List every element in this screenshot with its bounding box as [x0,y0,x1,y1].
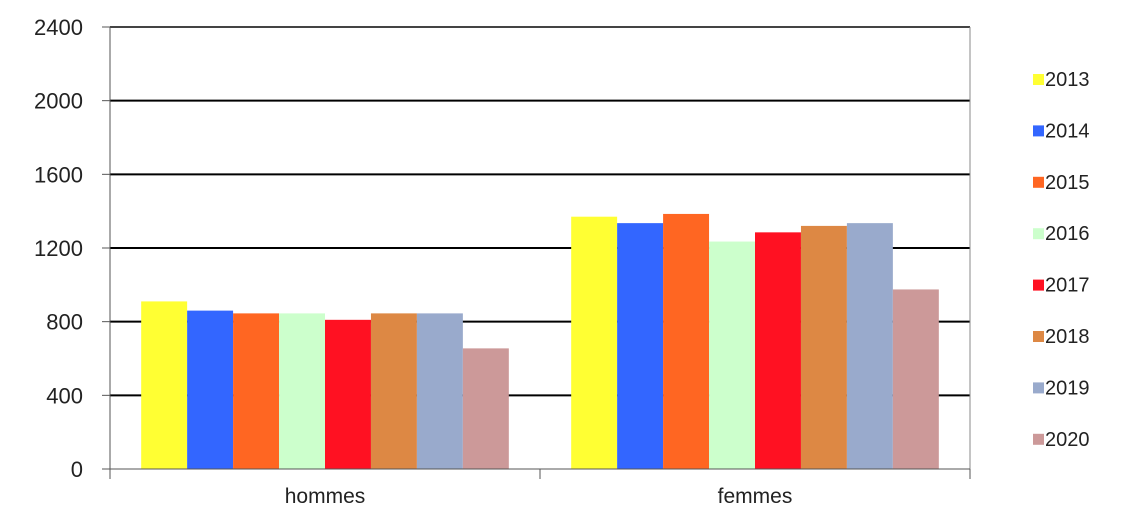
bar-hommes-2015 [233,313,280,469]
legend-swatch-2013 [1033,74,1044,85]
bar-hommes-2017 [325,319,371,469]
bar-femmes-2016 [709,241,755,469]
bar-femmes-2014 [617,223,664,469]
y-tick-label: 400 [46,383,83,408]
legend-swatch-2020 [1033,433,1044,445]
legend-swatch-2017 [1033,279,1044,291]
legend-swatch-2014 [1033,125,1044,137]
axes [102,26,971,479]
y-tick-label: 0 [71,457,83,482]
axis-labels: 0 400 800 1200 1600 2000 2400 hommes femmes [34,15,792,508]
bar-hommes-2019 [416,313,463,469]
bar-femmes-2018 [800,225,847,469]
bar-hommes-2018 [370,313,417,469]
y-tick-label: 2000 [34,89,83,114]
x-category-label: femmes [718,485,793,508]
legend-swatch-2015 [1033,176,1044,188]
legend-label: 2016 [1045,223,1090,245]
legend-label: 2018 [1045,326,1090,348]
bar-hommes-2020 [462,348,509,469]
bar-hommes-2013 [141,301,188,469]
bar-femmes-2015 [663,213,710,469]
legend-label: 2014 [1045,120,1090,142]
legend-label: 2013 [1045,69,1090,91]
y-tick-label: 1200 [34,236,83,261]
legend-label: 2017 [1045,275,1090,297]
legend-label: 2015 [1045,172,1090,194]
legend-label: 2020 [1045,429,1090,451]
bar-hommes-2014 [187,310,234,469]
bars [141,213,939,469]
bar-femmes-2020 [892,289,939,469]
x-category-label: hommes [285,485,366,508]
bar-femmes-2013 [571,216,618,469]
legend-swatch-2016 [1033,228,1044,240]
y-tick-label: 800 [46,310,83,335]
legend-swatch-2019 [1033,382,1044,394]
legend: 2013 2014 2015 2016 2017 2018 2019 2020 [1033,69,1090,451]
bar-femmes-2017 [755,232,801,469]
y-tick-label: 2400 [34,15,83,40]
legend-swatch-2018 [1033,331,1044,342]
bar-hommes-2016 [279,313,325,469]
legend-label: 2019 [1045,377,1090,399]
y-tick-label: 1600 [34,162,83,187]
bar-femmes-2019 [846,223,893,469]
